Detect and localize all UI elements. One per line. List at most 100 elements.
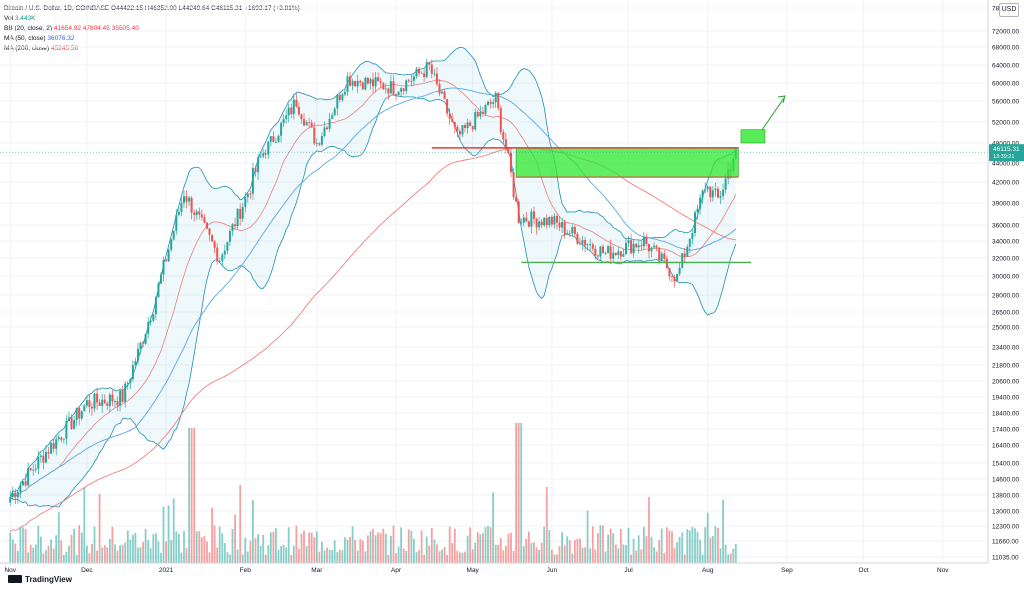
candle-body: [280, 123, 283, 136]
volume-bar: [287, 527, 290, 563]
volume-bar: [597, 533, 599, 563]
candle-body: [428, 62, 431, 65]
candle-body: [573, 227, 576, 234]
volume-bar: [124, 542, 127, 563]
volume-bar: [620, 528, 622, 563]
volume-bar: [405, 551, 408, 563]
volume-bar: [709, 537, 712, 563]
tradingview-logo[interactable]: TradingView: [8, 575, 72, 584]
candle-body: [52, 443, 55, 449]
candle-body: [504, 139, 507, 150]
candle-body: [556, 216, 558, 223]
volume-bar: [24, 529, 27, 563]
candle-body: [96, 393, 99, 403]
candle-body: [397, 91, 400, 96]
candle-body: [137, 348, 139, 362]
candle-body: [85, 400, 88, 406]
candle-body: [499, 108, 502, 133]
volume-bar: [379, 533, 382, 563]
volume-bar: [497, 544, 500, 563]
candle-body: [124, 383, 127, 402]
candle-body: [29, 468, 32, 470]
candle-body: [584, 240, 587, 246]
candle-body: [538, 221, 541, 228]
candle-body: [415, 68, 418, 77]
currency-button[interactable]: USD: [999, 3, 1019, 17]
candle-body: [290, 107, 293, 115]
candle-body: [172, 230, 175, 240]
candle-body: [545, 217, 548, 226]
volume-bar: [579, 538, 581, 563]
candle-body: [287, 107, 290, 116]
volume-bar: [711, 535, 714, 563]
volume-bar: [732, 548, 735, 563]
candle-body: [91, 406, 93, 409]
candle-body: [655, 245, 658, 248]
candle-body: [724, 178, 727, 190]
candle-body: [249, 193, 252, 195]
time-tick-label: Feb: [240, 567, 252, 574]
volume-bar: [433, 539, 436, 563]
volume-bar: [190, 428, 193, 563]
volume-bar: [257, 534, 259, 563]
candle-body: [134, 361, 137, 365]
candle-body: [405, 80, 408, 92]
legend-ma200-row[interactable]: MA (200, close) 45245.56: [4, 44, 300, 54]
candle-body: [602, 246, 604, 253]
candle-body: [147, 322, 150, 334]
time-tick-label: Jun: [547, 567, 558, 574]
price-tick-label: 52000.00: [992, 120, 1019, 127]
target-arrow-head: [777, 95, 786, 104]
candle-body: [512, 172, 515, 198]
candle-body: [410, 80, 413, 82]
volume-bar: [658, 540, 661, 563]
candle-body: [635, 243, 638, 248]
volume-bar: [344, 537, 346, 563]
volume-bar: [540, 542, 543, 563]
candle-body: [167, 249, 170, 262]
candle-body: [581, 240, 584, 244]
volume-bar: [724, 544, 727, 563]
volume-bar: [241, 554, 244, 563]
candle-body: [481, 112, 484, 114]
volume-bar: [218, 526, 221, 563]
volume-bar: [666, 527, 668, 563]
volume-bar: [101, 547, 104, 563]
candle-body: [106, 403, 109, 406]
candle-body: [101, 399, 104, 406]
candle-body: [494, 92, 497, 103]
volume-bar: [315, 531, 318, 563]
candle-body: [525, 217, 528, 222]
price-tick-label: 60000.00: [992, 81, 1019, 88]
volume-bar: [678, 536, 681, 563]
candle-body: [384, 88, 387, 90]
volume-bar: [489, 527, 492, 563]
volume-bar: [139, 547, 142, 563]
candle-body: [711, 190, 714, 198]
price-tick-label: 25000.00: [992, 325, 1019, 332]
volume-bar: [553, 554, 556, 563]
price-tick-label: 72000.00: [992, 29, 1019, 36]
candle-body: [563, 221, 566, 235]
legend-bb-row[interactable]: BB (20, close, 2) 41654.92 47804.45 3550…: [4, 24, 300, 34]
candle-body: [111, 394, 114, 402]
volume-bar: [326, 547, 328, 563]
volume-bar: [586, 510, 589, 563]
candle-body: [425, 62, 428, 77]
volume-bar: [180, 552, 183, 563]
candle-body: [630, 240, 633, 254]
legend-vol-row[interactable]: Vol 3.443K: [4, 14, 300, 24]
legend-ma50-row[interactable]: MA (50, close) 36076.32: [4, 34, 300, 44]
bollinger-basis: [9, 79, 737, 498]
price-tick-label: 11660.00: [992, 539, 1019, 546]
candle-body: [208, 228, 211, 235]
candle-body: [34, 468, 37, 470]
candle-body: [469, 122, 472, 127]
volume-bar: [520, 423, 523, 563]
candle-body: [709, 186, 712, 198]
candle-body: [198, 211, 201, 215]
volume-bar: [415, 552, 418, 563]
candle-body: [412, 76, 415, 81]
candle-body: [152, 314, 155, 321]
